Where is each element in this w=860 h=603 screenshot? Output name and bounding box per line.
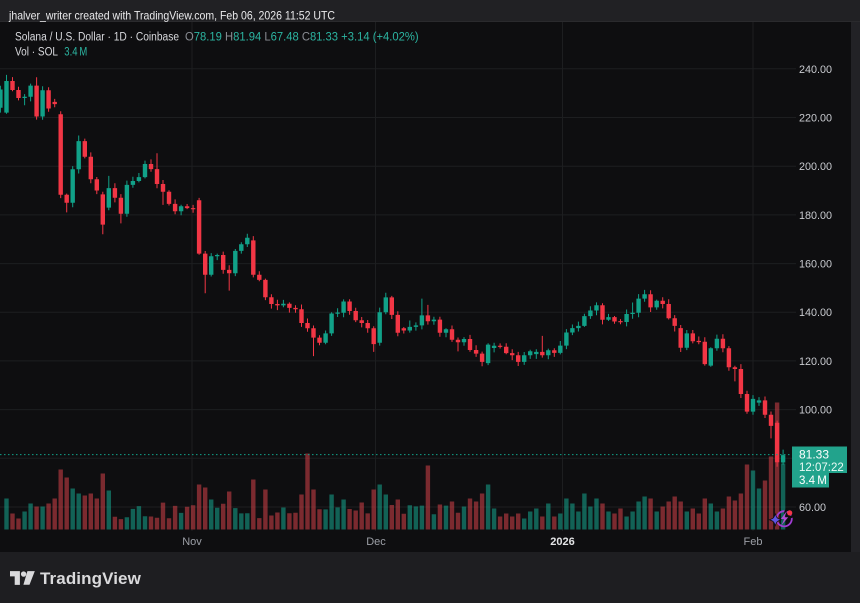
svg-text:200.00: 200.00 xyxy=(799,161,832,173)
svg-text:120.00: 120.00 xyxy=(799,356,832,368)
svg-text:O78.19 H81.94 L67.48 C81.33 +3: O78.19 H81.94 L67.48 C81.33 +3.14 (+4.02… xyxy=(185,31,419,43)
svg-text:160.00: 160.00 xyxy=(799,259,832,271)
svg-text:180.00: 180.00 xyxy=(799,210,832,222)
svg-text:3.4 M: 3.4 M xyxy=(799,475,827,487)
svg-text:100.00: 100.00 xyxy=(799,405,832,417)
svg-text:Dec: Dec xyxy=(366,536,386,548)
svg-text:81.33: 81.33 xyxy=(799,448,829,462)
svg-text:jhalver_writer created with Tr: jhalver_writer created with TradingView.… xyxy=(8,8,335,22)
svg-text:220.00: 220.00 xyxy=(799,113,832,125)
svg-text:Vol · SOL: Vol · SOL xyxy=(15,46,59,58)
svg-text:3.4 M: 3.4 M xyxy=(64,46,87,58)
svg-text:60.00: 60.00 xyxy=(799,502,826,514)
svg-text:Nov: Nov xyxy=(182,536,202,548)
svg-text:Feb: Feb xyxy=(744,536,763,548)
svg-text:2026: 2026 xyxy=(550,536,574,548)
svg-text:240.00: 240.00 xyxy=(799,64,832,76)
svg-text:Solana / U.S. Dollar · 1D · Co: Solana / U.S. Dollar · 1D · Coinbase xyxy=(15,31,179,43)
svg-text:12:07:22: 12:07:22 xyxy=(799,462,844,474)
svg-text:140.00: 140.00 xyxy=(799,307,832,319)
